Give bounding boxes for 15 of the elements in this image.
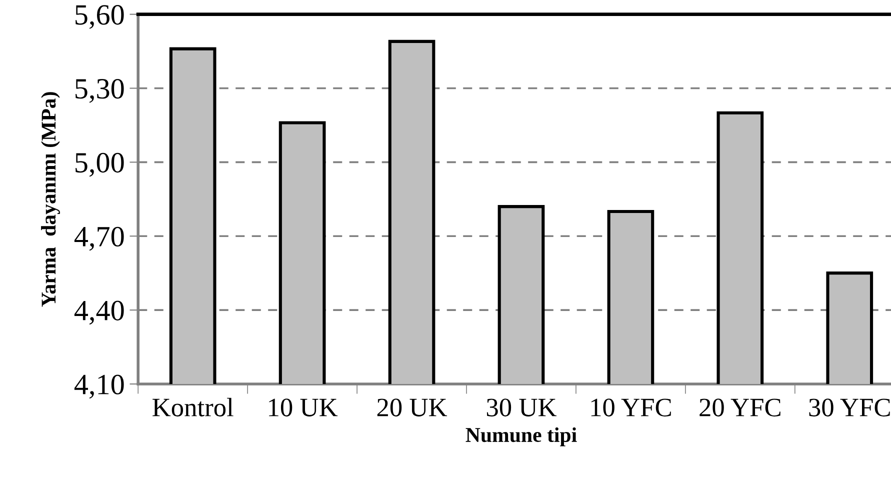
- y-tick-label: 4,10: [74, 374, 124, 399]
- x-tick-label: 20 YFC: [700, 398, 780, 416]
- y-tick-label: 5,00: [76, 152, 124, 177]
- x-tick-label: 30 UK: [486, 398, 557, 416]
- x-tick-label: 10 YFC: [591, 398, 671, 416]
- y-tick-label: 4,70: [74, 226, 124, 251]
- y-axis-title: Yarma dayanımı (MPa): [41, 92, 60, 307]
- y-tick-label: 5,30: [76, 78, 124, 103]
- x-tick-label: 20 UK: [377, 398, 448, 416]
- x-tick-label: 10 UK: [269, 398, 338, 416]
- x-tick-label: Kontrol: [152, 398, 234, 416]
- x-axis-title: Numune tipi: [466, 427, 577, 446]
- y-tick-label: 5,60: [76, 5, 124, 29]
- x-tick-label: 30 YFC: [809, 398, 890, 416]
- y-tick-label: 4,40: [74, 300, 124, 325]
